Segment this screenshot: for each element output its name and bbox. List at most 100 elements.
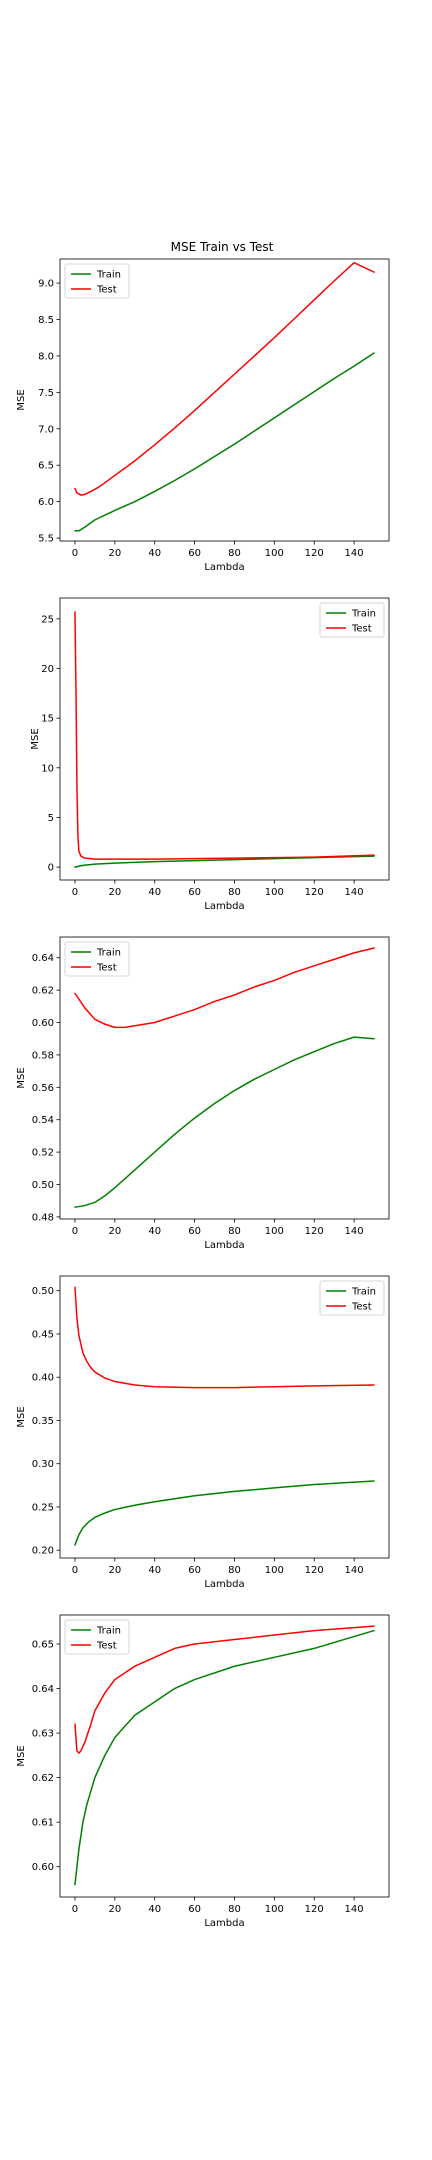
y-tick-label: 0.60 <box>32 1862 54 1873</box>
series-line-test <box>74 261 375 496</box>
y-tick-label: 0.64 <box>32 1684 54 1695</box>
legend-label-test: Test <box>96 285 117 296</box>
chart-1: 0 20 40 60 80 100 120 140 5.5 6.0 6.5 7.0 7.5 8.0 8.5 9… <box>16 258 390 573</box>
x-tick-label: 120 <box>305 887 324 898</box>
chart-3: 0 20 40 60 80 100 120 140 0.48 0.50 0.52 0.54 0.56 0.… <box>16 936 390 1251</box>
x-tick-label: 40 <box>148 887 161 898</box>
y-tick-label: 0.45 <box>32 1329 54 1340</box>
x-tick-label: 140 <box>345 1226 364 1237</box>
x-tick-label: 20 <box>108 887 121 898</box>
legend-label-test: Test <box>351 624 372 635</box>
x-tick-label: 140 <box>345 887 364 898</box>
y-tick-label: 0.64 <box>32 953 54 964</box>
x-tick-label: 60 <box>188 548 201 559</box>
legend-label-train: Train <box>351 609 376 620</box>
legend-label-test: Test <box>96 963 117 974</box>
x-tick-label: 80 <box>228 1565 241 1576</box>
x-tick-label: 140 <box>345 1904 364 1915</box>
y-tick-label: 0.61 <box>32 1818 54 1829</box>
y-tick-label: 0.20 <box>32 1546 54 1557</box>
plot-frame <box>59 1275 390 1559</box>
series-line-test <box>74 611 375 860</box>
series-line-train <box>74 352 375 532</box>
series-line-train <box>74 1036 375 1208</box>
series-line-test <box>74 1286 375 1389</box>
y-tick-label: 0.50 <box>32 1286 54 1297</box>
x-tick-label: 60 <box>188 887 201 898</box>
y-tick-label: 0.48 <box>32 1212 54 1223</box>
legend-label-test: Test <box>351 1302 372 1313</box>
x-tick-label: 100 <box>265 1226 284 1237</box>
series-line-train <box>74 1480 375 1546</box>
y-tick-label: 0.30 <box>32 1459 54 1470</box>
x-tick-label: 0 <box>72 1226 78 1237</box>
y-tick-label: 0.63 <box>32 1729 54 1740</box>
legend: Train Test <box>64 1619 130 1655</box>
x-tick-label: 120 <box>305 548 324 559</box>
y-tick-label: 6.0 <box>38 497 54 508</box>
y-tick-label: 0.56 <box>32 1083 54 1094</box>
x-tick-label: 0 <box>72 1565 78 1576</box>
x-tick-label: 100 <box>265 887 284 898</box>
x-axis-label: Lambda <box>204 1579 244 1590</box>
x-axis-label: Lambda <box>204 901 244 912</box>
x-tick-label: 0 <box>72 887 78 898</box>
legend: Train Test <box>64 941 130 977</box>
legend-label-train: Train <box>96 1626 121 1637</box>
y-tick-label: 9.0 <box>38 279 54 290</box>
x-axis-label: Lambda <box>204 1918 244 1929</box>
y-tick-label: 15 <box>41 714 54 725</box>
legend-label-test: Test <box>96 1641 117 1652</box>
x-tick-label: 60 <box>188 1904 201 1915</box>
chart-2: 0 20 40 60 80 100 120 140 0 5 10 15 20 25 Lambda MSE Tra… <box>30 597 390 912</box>
figure-title: MSE Train vs Test <box>171 240 274 254</box>
y-tick-label: 8.5 <box>38 315 54 326</box>
series-line-test <box>74 1625 375 1754</box>
x-tick-label: 40 <box>148 1226 161 1237</box>
x-tick-label: 100 <box>265 548 284 559</box>
x-tick-label: 120 <box>305 1904 324 1915</box>
y-tick-label: 7.0 <box>38 424 54 435</box>
chart-4: 0 20 40 60 80 100 120 140 0.20 0.25 0.30 0.35 0.40 0.… <box>16 1275 390 1590</box>
x-tick-label: 140 <box>345 548 364 559</box>
x-tick-label: 100 <box>265 1565 284 1576</box>
y-tick-label: 8.0 <box>38 351 54 362</box>
y-tick-label: 0.52 <box>32 1148 54 1159</box>
y-tick-label: 0.54 <box>32 1115 54 1126</box>
x-tick-label: 40 <box>148 1565 161 1576</box>
x-tick-label: 0 <box>72 548 78 559</box>
y-tick-label: 5 <box>48 813 54 824</box>
plot-frame <box>59 258 390 542</box>
y-tick-label: 0.35 <box>32 1416 54 1427</box>
plot-frame <box>59 1614 390 1898</box>
y-tick-label: 20 <box>41 664 54 675</box>
x-tick-label: 40 <box>148 548 161 559</box>
x-axis-label: Lambda <box>204 1240 244 1251</box>
y-tick-label: 10 <box>41 763 54 774</box>
x-tick-label: 80 <box>228 1904 241 1915</box>
y-tick-label: 0 <box>48 863 54 874</box>
series-line-test <box>74 947 375 1029</box>
x-tick-label: 80 <box>228 548 241 559</box>
y-tick-label: 25 <box>41 614 54 625</box>
x-tick-label: 60 <box>188 1226 201 1237</box>
chart-5: 0 20 40 60 80 100 120 140 0.60 0.61 0.62 0.63 0.64 0.… <box>16 1614 390 1929</box>
y-tick-label: 0.62 <box>32 1773 54 1784</box>
legend-label-train: Train <box>351 1287 376 1298</box>
y-tick-label: 0.58 <box>32 1050 54 1061</box>
x-tick-label: 60 <box>188 1565 201 1576</box>
y-tick-label: 0.25 <box>32 1502 54 1513</box>
y-tick-label: 0.65 <box>32 1639 54 1650</box>
y-axis-label: MSE <box>30 728 41 749</box>
y-axis-label: MSE <box>16 389 27 410</box>
y-axis-label: MSE <box>16 1067 27 1088</box>
legend-label-train: Train <box>96 270 121 281</box>
x-tick-label: 120 <box>305 1226 324 1237</box>
x-tick-label: 140 <box>345 1565 364 1576</box>
plot-frame <box>59 936 390 1220</box>
y-tick-label: 0.50 <box>32 1180 54 1191</box>
y-tick-label: 0.62 <box>32 986 54 997</box>
x-tick-label: 20 <box>108 1904 121 1915</box>
